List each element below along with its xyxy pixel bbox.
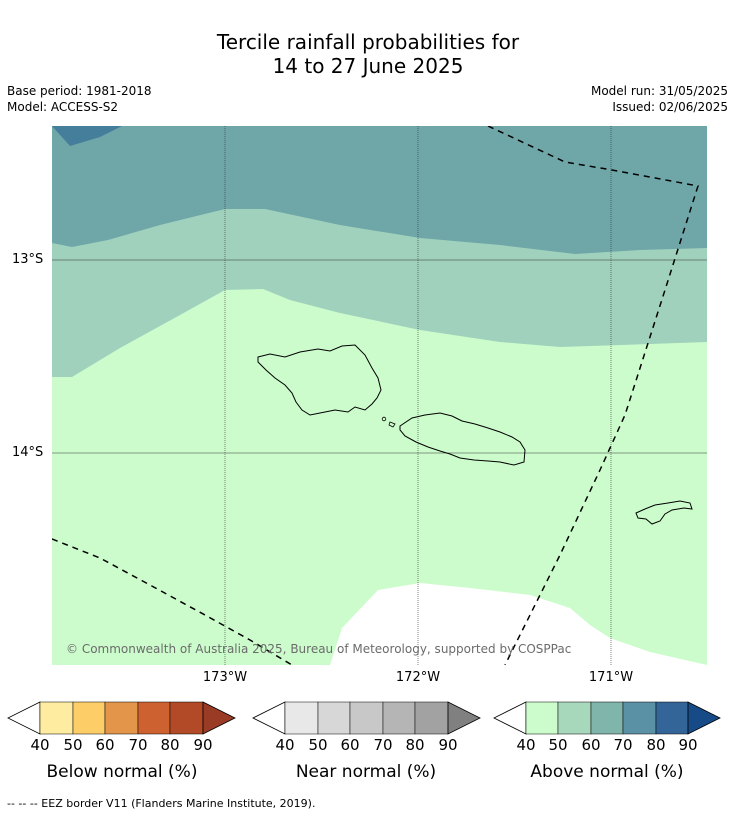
colorbar-near-max-arrow xyxy=(447,701,481,735)
colorbar-above-bin-5 xyxy=(655,701,689,735)
colorbar-near-bin-5 xyxy=(414,701,449,735)
colorbar-above-min-arrow xyxy=(493,701,527,735)
chart-title: Tercile rainfall probabilities for 14 to… xyxy=(0,30,736,78)
colorbar-below-bin-2 xyxy=(72,701,106,735)
colorbar-above-tick-40: 40 xyxy=(516,736,536,754)
lat-label-13s: 13°S xyxy=(12,252,44,267)
model-run: Model run: 31/05/2025 xyxy=(590,84,728,98)
title-line-1: Tercile rainfall probabilities for xyxy=(216,30,520,54)
colorbar-below-tick-60: 60 xyxy=(95,736,115,754)
colorbar-above-bin-1 xyxy=(525,701,559,735)
title-line-2: 14 to 27 June 2025 xyxy=(272,54,464,78)
islet-apolima xyxy=(388,421,396,428)
issued-date: Issued: 02/06/2025 xyxy=(612,100,728,114)
colorbar-near-tick-40: 40 xyxy=(275,736,295,754)
colorbar-near-bin-2 xyxy=(317,701,351,735)
islet-manono xyxy=(381,416,387,422)
colorbar-near-min-arrow xyxy=(252,701,286,735)
region-above-70-80 xyxy=(52,126,122,146)
meta-right: Model run: 31/05/2025 Issued: 02/06/2025 xyxy=(591,83,728,115)
colorbar-above-tick-60: 60 xyxy=(581,736,601,754)
colorbar-below-min-arrow xyxy=(7,701,41,735)
eez-footnote: -- -- -- EEZ border V11 (Flanders Marine… xyxy=(7,797,316,810)
colorbar-near-tick-70: 70 xyxy=(373,736,393,754)
gridlines xyxy=(52,126,707,665)
colorbar-above-bin-4 xyxy=(622,701,657,735)
colorbar-above-bin-2 xyxy=(557,701,592,735)
lon-label-173w: 173°W xyxy=(202,670,248,685)
colorbar-below-tick-80: 80 xyxy=(160,736,180,754)
lon-label-171w: 171°W xyxy=(588,670,634,685)
colorbar-near xyxy=(252,701,481,735)
colorbar-above-tick-90: 90 xyxy=(678,736,698,754)
colorbar-near-tick-60: 60 xyxy=(340,736,360,754)
colorbar-below-tick-70: 70 xyxy=(128,736,148,754)
island-tutuila xyxy=(635,500,693,525)
colorbar-below-label: Below normal (%) xyxy=(46,762,198,782)
island-upolu xyxy=(399,412,526,466)
colorbar-below-bin-3 xyxy=(104,701,139,735)
colorbar-below-bin-4 xyxy=(137,701,171,735)
lat-label-14s: 14°S xyxy=(12,445,44,460)
colorbar-near-bin-3 xyxy=(349,701,384,735)
colorbar-above-bin-3 xyxy=(590,701,624,735)
colorbar-below-max-arrow xyxy=(202,701,236,735)
colorbar-below xyxy=(7,701,236,735)
colorbar-near-label: Near normal (%) xyxy=(295,762,437,782)
colorbar-below-bin-5 xyxy=(169,701,204,735)
colorbar-near-tick-50: 50 xyxy=(308,736,328,754)
map-panel: © Commonwealth of Australia 2025, Bureau… xyxy=(52,126,707,665)
model-name: Model: ACCESS-S2 xyxy=(7,100,119,114)
colorbar-above-max-arrow xyxy=(687,701,721,735)
eez-borders xyxy=(52,126,699,665)
meta-left: Base period: 1981-2018 Model: ACCESS-S2 xyxy=(7,83,152,115)
copyright-text: © Commonwealth of Australia 2025, Bureau… xyxy=(66,642,571,656)
colorbar-above xyxy=(493,701,721,735)
colorbar-below-tick-50: 50 xyxy=(63,736,83,754)
colorbar-near-tick-80: 80 xyxy=(405,736,425,754)
colorbar-near-bin-1 xyxy=(284,701,319,735)
colorbar-above-tick-50: 50 xyxy=(548,736,568,754)
colorbar-above-tick-80: 80 xyxy=(646,736,666,754)
colorbar-above-tick-70: 70 xyxy=(613,736,633,754)
region-above-60-70 xyxy=(52,126,707,254)
lon-label-172w: 172°W xyxy=(395,670,441,685)
base-period: Base period: 1981-2018 xyxy=(7,84,152,98)
colorbar-below-tick-90: 90 xyxy=(193,736,213,754)
colorbar-near-bin-4 xyxy=(382,701,416,735)
island-savaii xyxy=(257,344,382,416)
eez-border-east xyxy=(487,126,699,665)
region-no-signal xyxy=(330,583,707,665)
colorbar-above-label: Above normal (%) xyxy=(530,762,684,782)
colorbar-near-tick-90: 90 xyxy=(438,736,458,754)
colorbar-below-tick-40: 40 xyxy=(30,736,50,754)
colorbar-below-bin-1 xyxy=(39,701,74,735)
